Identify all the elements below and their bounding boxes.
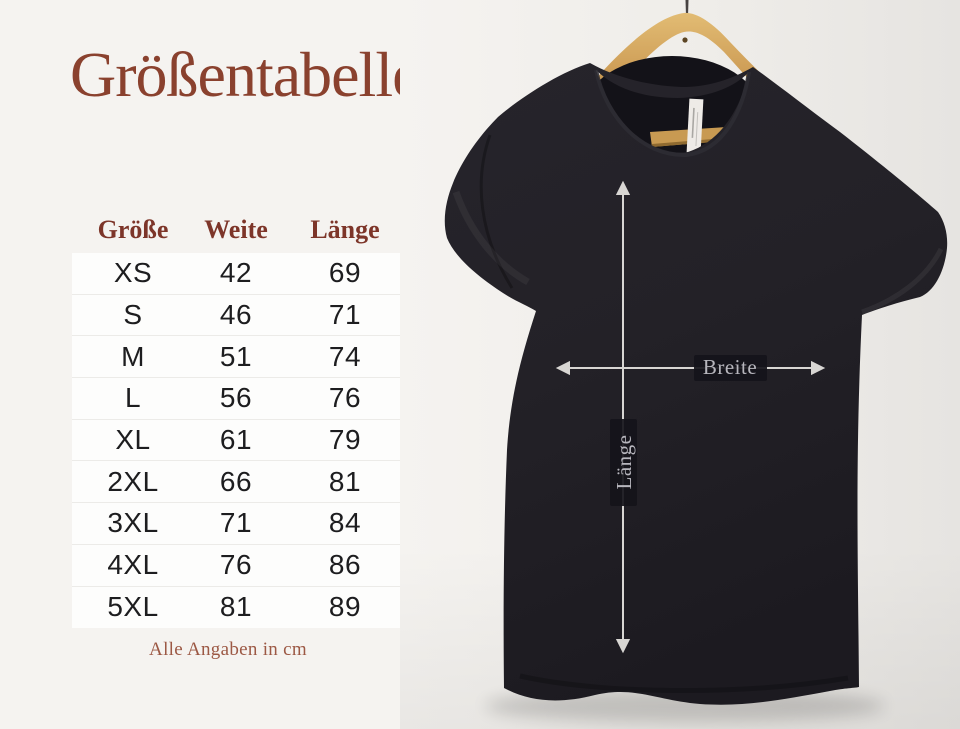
cell-size: XL [115, 424, 151, 456]
cell-laenge: 79 [328, 424, 362, 456]
left-sleeve-fold [479, 134, 514, 289]
cell-laenge: 76 [328, 382, 362, 414]
cell-weite: 42 [219, 257, 253, 289]
cell-size: S [123, 299, 143, 331]
width-arrow [555, 360, 826, 376]
cell-size: M [121, 340, 145, 372]
width-label: Breite [694, 355, 767, 381]
cell-laenge: 69 [328, 257, 362, 289]
right-cuff-fold [861, 247, 944, 315]
table-row: XS 42 69 [72, 253, 412, 295]
cell-laenge: 81 [328, 465, 362, 497]
tshirt [444, 63, 948, 705]
column-header-laenge: Länge [310, 215, 380, 244]
units-note: Alle Angaben in cm [149, 639, 307, 660]
tshirt-photo: Breite Länge [400, 0, 960, 729]
table-row: 2XL 66 81 [72, 461, 412, 504]
cell-laenge: 86 [328, 549, 362, 581]
length-label: Länge [610, 419, 637, 506]
cell-size: XS [113, 257, 153, 289]
cell-size: 5XL [107, 591, 159, 623]
hanger-screw [682, 37, 688, 43]
table-row: 5XL 81 89 [72, 586, 412, 629]
column-header-weite: Weite [204, 215, 268, 244]
cell-size: 3XL [107, 507, 159, 539]
table-row: L 56 76 [72, 378, 412, 420]
cell-size: 2XL [107, 465, 159, 497]
cell-weite: 71 [219, 507, 253, 539]
column-header-groesse: Größe [97, 215, 169, 244]
cell-weite: 61 [219, 424, 253, 456]
size-table: XS 42 69 S 46 71 M 51 74 L 56 76 XL 61 7… [72, 253, 412, 629]
collar-label [686, 98, 704, 156]
hanger-hook-icon [685, 0, 689, 16]
table-header-row: Größe Weite Länge [72, 216, 412, 244]
collar-rib [594, 69, 751, 158]
table-row: M 51 74 [72, 336, 412, 379]
cell-laenge: 71 [328, 299, 362, 331]
length-arrow [615, 180, 631, 654]
cell-weite: 81 [219, 591, 253, 623]
cell-laenge: 84 [328, 507, 362, 539]
table-row: 3XL 71 84 [72, 503, 412, 545]
cell-size: L [124, 382, 142, 414]
page-title: Größentabelle [70, 39, 420, 110]
cell-weite: 46 [219, 299, 253, 331]
hem-shade [519, 673, 849, 694]
cell-laenge: 89 [328, 591, 362, 623]
cell-weite: 56 [219, 382, 253, 414]
cell-weite: 51 [219, 340, 253, 372]
left-cuff-highlight [452, 190, 530, 286]
table-row: S 46 71 [72, 294, 412, 337]
table-row: 4XL 76 86 [72, 544, 412, 587]
width-label-text: Breite [703, 355, 757, 379]
length-label-text: Länge [612, 435, 636, 490]
cell-laenge: 74 [328, 340, 362, 372]
cell-weite: 76 [219, 549, 253, 581]
cell-size: 4XL [107, 549, 159, 581]
table-row: XL 61 79 [72, 419, 412, 462]
hanger-icon [578, 12, 794, 137]
cell-weite: 66 [219, 465, 253, 497]
